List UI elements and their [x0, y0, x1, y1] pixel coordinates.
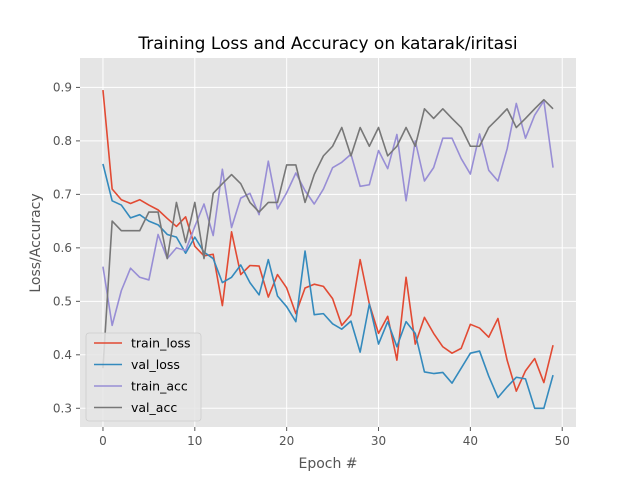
- legend-label-val-acc: val_acc: [131, 400, 177, 415]
- x-tick-label: 50: [555, 434, 570, 448]
- x-tick-label: 30: [371, 434, 386, 448]
- x-tick-label: 10: [187, 434, 202, 448]
- y-tick-label: 0.7: [53, 187, 72, 201]
- series-line-val-loss: [102, 163, 554, 410]
- x-tick-label: 40: [463, 434, 478, 448]
- y-tick-label: 0.4: [53, 348, 72, 362]
- legend-label-train-acc: train_acc: [131, 379, 188, 394]
- y-axis-ticks: 0.3 0.4 0.5 0.6 0.7 0.8 0.9: [53, 80, 80, 415]
- x-tick-label: 20: [279, 434, 294, 448]
- legend-label-val-loss: val_loss: [131, 357, 180, 372]
- series-line-train-loss: [102, 90, 554, 392]
- series-line-train-acc: [102, 99, 554, 327]
- y-tick-label: 0.8: [53, 134, 72, 148]
- series-lines: [102, 90, 554, 410]
- legend-label-train-loss: train_loss: [131, 336, 191, 351]
- x-tick-label: 0: [99, 434, 107, 448]
- legend: train_loss val_loss train_acc val_acc: [85, 332, 202, 422]
- chart-title: Training Loss and Accuracy on katarak/ir…: [137, 34, 517, 54]
- y-tick-label: 0.9: [53, 80, 72, 94]
- y-axis-label: Loss/Accuracy: [28, 193, 44, 292]
- legend-box: [85, 332, 202, 422]
- series-line-val-acc: [102, 98, 554, 369]
- y-tick-label: 0.5: [53, 294, 72, 308]
- x-axis-label: Epoch #: [298, 456, 357, 472]
- x-axis-ticks: 0 10 20 30 40 50: [99, 427, 570, 448]
- y-tick-label: 0.6: [53, 241, 72, 255]
- y-tick-label: 0.3: [53, 401, 72, 415]
